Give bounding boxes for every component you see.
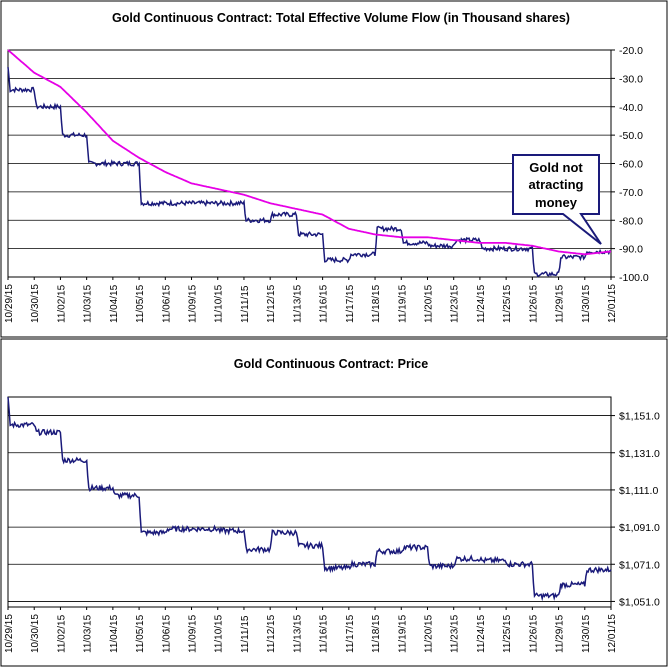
x-tick-label: 11/18/15 [371,614,382,653]
x-tick-label: 10/29/15 [4,284,15,323]
callout-line-2: atracting [529,177,584,192]
y-tick-label: $1,131.0 [619,448,660,460]
x-tick-label: 11/11/15 [240,285,251,323]
x-tick-label: 11/06/15 [161,284,172,323]
x-tick-label: 10/30/15 [30,284,41,323]
annotation-callout: Gold not atracting money [512,154,602,245]
x-tick-label: 11/19/15 [397,284,408,323]
y-tick-label: -90.0 [619,244,643,256]
x-tick-label: 11/20/15 [423,614,434,653]
x-tick-label: 11/26/15 [528,614,539,653]
series-line [7,49,612,256]
y-tick-label: $1,151.0 [619,411,660,423]
y-tick-label: -70.0 [619,187,643,199]
series-line [7,67,612,278]
x-tick-label: 11/25/15 [502,284,513,323]
x-tick-label: 11/16/15 [319,614,330,653]
callout-line-1: Gold not [529,160,583,175]
x-tick-label: 10/29/15 [4,614,15,653]
x-tick-label: 11/04/15 [109,614,120,653]
x-tick-label: 11/05/15 [135,284,146,323]
y-tick-label: -30.0 [619,73,643,85]
x-tick-label: 11/29/15 [555,614,566,653]
x-tick-label: 11/09/15 [188,284,199,323]
x-tick-label: 11/06/15 [161,614,172,653]
callout-line-3: money [535,195,578,210]
x-tick-label: 11/10/15 [214,284,225,323]
x-tick-label: 11/16/15 [319,284,330,323]
y-tick-label: -60.0 [619,159,643,171]
x-tick-label: 11/11/15 [240,615,251,653]
x-tick-label: 11/30/15 [581,284,592,323]
x-tick-label: 11/05/15 [135,614,146,653]
chart-title-volume: Gold Continuous Contract: Total Effectiv… [112,11,570,25]
x-tick-label: 11/24/15 [476,614,487,653]
x-tick-label: 11/24/15 [476,284,487,323]
x-tick-label: 12/01/15 [607,284,618,323]
y-tick-label: -80.0 [619,215,643,227]
x-tick-label: 11/03/15 [83,284,94,323]
x-tick-label: 11/12/15 [266,284,277,323]
plot-area-border [7,396,612,608]
x-tick-label: 11/30/15 [581,614,592,653]
y-tick-label: -100.0 [619,272,649,284]
x-tick-label: 11/25/15 [502,614,513,653]
x-tick-label: 11/03/15 [83,614,94,653]
x-tick-label: 11/13/15 [292,614,303,653]
x-tick-label: 11/12/15 [266,614,277,653]
y-tick-label: $1,091.0 [619,522,660,534]
x-tick-label: 11/13/15 [292,284,303,323]
callout-box [512,154,602,245]
x-tick-label: 11/17/15 [345,614,356,653]
x-tick-label: 11/09/15 [188,614,199,653]
x-tick-label: 10/30/15 [30,614,41,653]
y-tick-label: -50.0 [619,130,643,142]
x-tick-label: 11/17/15 [345,284,356,323]
chart-title-price: Gold Continuous Contract: Price [234,357,428,371]
x-tick-label: 11/04/15 [109,284,120,323]
y-tick-label: $1,071.0 [619,559,660,571]
x-tick-label: 11/18/15 [371,284,382,323]
x-tick-label: 12/01/15 [607,614,618,653]
series-line [7,397,612,602]
bottom-panel-frame [0,338,668,667]
x-tick-label: 11/02/15 [56,284,67,323]
x-tick-label: 11/10/15 [214,614,225,653]
y-tick-label: $1,051.0 [619,596,660,608]
x-tick-label: 11/19/15 [397,614,408,653]
x-tick-label: 11/20/15 [423,284,434,323]
x-tick-label: 11/23/15 [450,614,461,653]
x-tick-label: 11/02/15 [56,614,67,653]
y-tick-label: -40.0 [619,102,643,114]
y-tick-label: $1,111.0 [619,485,658,497]
y-tick-label: -20.0 [619,45,643,57]
x-tick-label: 11/29/15 [555,284,566,323]
x-tick-label: 11/23/15 [450,284,461,323]
x-tick-label: 11/26/15 [528,284,539,323]
